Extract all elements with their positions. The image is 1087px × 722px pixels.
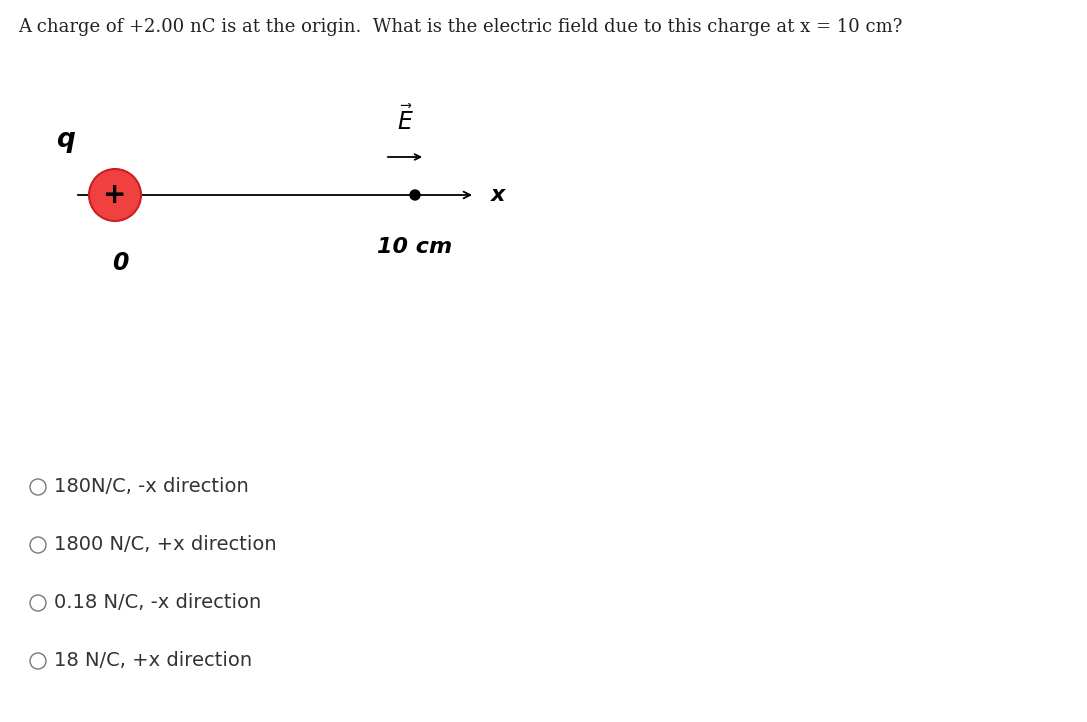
Text: 0.18 N/C, -x direction: 0.18 N/C, -x direction bbox=[54, 593, 261, 612]
Circle shape bbox=[30, 595, 46, 611]
Text: $\vec{E}$: $\vec{E}$ bbox=[397, 105, 413, 135]
Text: q: q bbox=[55, 127, 74, 153]
Text: +: + bbox=[103, 181, 127, 209]
Text: x: x bbox=[491, 185, 505, 205]
Circle shape bbox=[89, 169, 141, 221]
Circle shape bbox=[30, 653, 46, 669]
Text: 10 cm: 10 cm bbox=[377, 237, 452, 257]
Circle shape bbox=[30, 479, 46, 495]
Text: 1800 N/C, +x direction: 1800 N/C, +x direction bbox=[54, 536, 276, 554]
Circle shape bbox=[410, 190, 420, 200]
Circle shape bbox=[30, 537, 46, 553]
Text: 0: 0 bbox=[112, 251, 128, 275]
Text: 180N/C, -x direction: 180N/C, -x direction bbox=[54, 477, 249, 497]
Text: A charge of +2.00 nC is at the origin.  What is the electric field due to this c: A charge of +2.00 nC is at the origin. W… bbox=[18, 18, 902, 36]
Text: 18 N/C, +x direction: 18 N/C, +x direction bbox=[54, 651, 252, 671]
